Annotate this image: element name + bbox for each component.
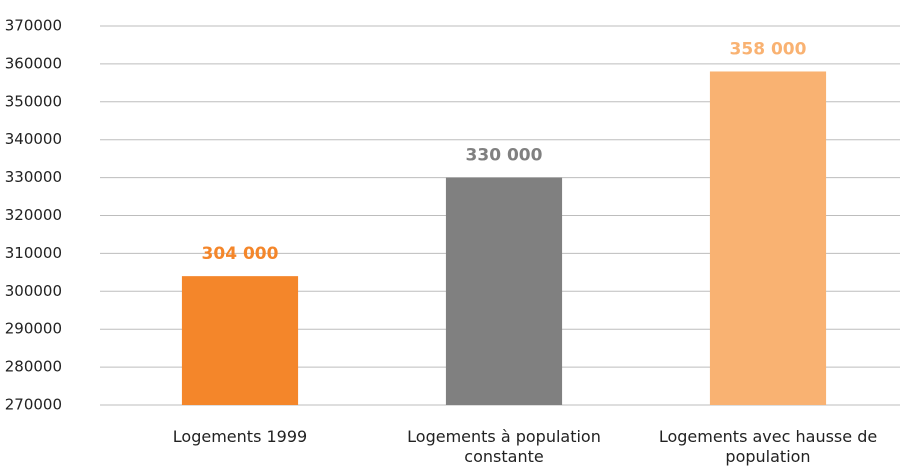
y-tick-label: 360000 bbox=[5, 54, 62, 72]
data-label: 330 000 bbox=[466, 146, 543, 166]
y-tick-label: 310000 bbox=[5, 244, 62, 262]
bar bbox=[709, 71, 827, 405]
y-tick-label: 290000 bbox=[5, 320, 62, 338]
y-tick-label: 280000 bbox=[5, 358, 62, 376]
y-tick-label: 330000 bbox=[5, 168, 62, 186]
bar bbox=[445, 177, 563, 405]
bar bbox=[181, 276, 299, 405]
x-tick-label: Logements 1999 bbox=[172, 427, 308, 446]
y-tick-label: 340000 bbox=[5, 130, 62, 148]
y-tick-label: 270000 bbox=[5, 396, 62, 414]
y-tick-label: 370000 bbox=[5, 17, 62, 35]
y-tick-label: 300000 bbox=[5, 282, 62, 300]
x-tick-label: Logements à population constante bbox=[407, 427, 601, 466]
y-tick-label: 320000 bbox=[5, 206, 62, 224]
data-label: 358 000 bbox=[730, 39, 807, 59]
x-tick-label: Logements avec hausse de population bbox=[658, 427, 878, 466]
data-label: 304 000 bbox=[202, 244, 279, 264]
y-tick-label: 350000 bbox=[5, 92, 62, 110]
